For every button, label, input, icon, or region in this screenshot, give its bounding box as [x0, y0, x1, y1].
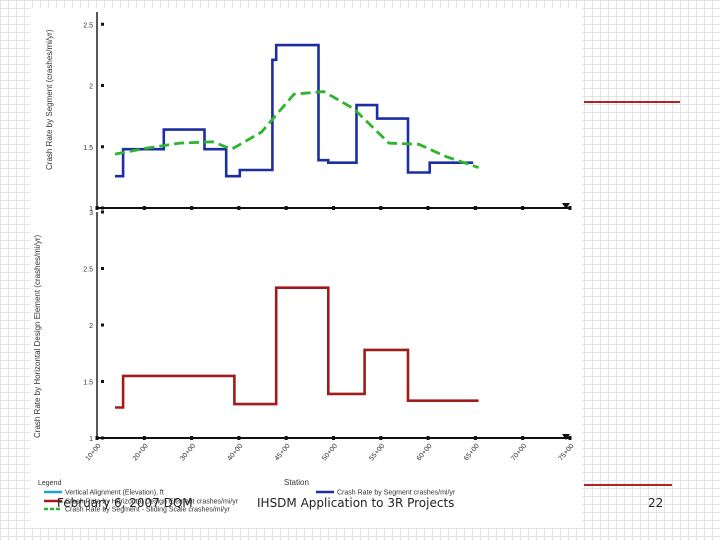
bottom-y-tick [101, 380, 104, 383]
bottom-y-tick-label: 3 [89, 210, 93, 217]
x-tick-label: 70+00 [510, 443, 528, 463]
bottom-x-tick [95, 436, 99, 440]
bottom-x-tick [142, 436, 146, 440]
top-y-axis-title: Crash Rate by Segment (crashes/mi/yr) [45, 29, 54, 170]
legend-label: Crash Rate by Segment - Sliding Scale cr… [65, 507, 231, 514]
top-series-crash-rate-by-segment-sliding-scale [114, 90, 480, 169]
top-x-tick [426, 206, 430, 210]
top-y-tick-label: 1.5 [83, 145, 93, 152]
accent-line-bottom [584, 484, 672, 486]
top-x-tick [521, 206, 525, 210]
horizontal-element-crash-rate-chart: 1 1.5 2 2.5 3 10+00 20+00 30+00 40+00 45+00 50+00 5… [33, 210, 576, 487]
top-x-tick [142, 206, 146, 210]
bottom-x-tick [473, 436, 477, 440]
top-y-tick-label: 2 [89, 84, 93, 91]
bottom-x-tick [190, 436, 194, 440]
bottom-y-tick-label: 1 [89, 436, 93, 443]
top-y-tick-label: 1 [89, 206, 93, 213]
top-x-tick [379, 206, 383, 210]
page-number: 22 [648, 496, 664, 510]
bottom-y-tick [101, 323, 104, 327]
top-x-tick [332, 206, 335, 210]
bottom-y-tick [101, 436, 104, 440]
top-y-tick-label: 2.5 [83, 22, 93, 29]
x-tick-label: 50+00 [321, 443, 339, 463]
top-x-tick [190, 206, 194, 210]
x-tick-label: 10+00 [85, 443, 103, 463]
bottom-x-tick [426, 436, 430, 440]
x-tick-label: 60+00 [416, 443, 434, 463]
x-axis-title: Station [284, 478, 309, 487]
bottom-y-tick [101, 267, 104, 270]
bottom-x-tick [521, 436, 525, 440]
top-y-tick [101, 145, 104, 149]
bottom-y-tick-label: 1.5 [83, 380, 93, 387]
footer-title: IHSDM Application to 3R Projects [257, 496, 455, 510]
bottom-series-crash-rate-by-horizontal-design-element [115, 286, 479, 409]
legend-label: Vertical Alignment (Elevation), ft [65, 490, 164, 497]
top-axis-marker [562, 203, 570, 209]
bottom-x-tick [237, 436, 241, 440]
top-series-crash-rate-by-segment [115, 43, 474, 178]
x-tick-label: 55+00 [368, 443, 386, 463]
bottom-axis-marker [562, 434, 570, 440]
bottom-y-tick-label: 2.5 [83, 267, 93, 274]
legend-label: Crash Rate by Horizontal Design Element … [65, 499, 239, 506]
x-tick-label: 65+00 [463, 443, 481, 463]
bottom-x-tick [568, 436, 572, 440]
top-x-tick [473, 206, 477, 210]
accent-line-top [584, 101, 680, 103]
legend-label: Crash Rate by Segment crashes/mi/yr [337, 490, 456, 497]
bottom-x-tick [379, 436, 383, 440]
x-tick-label: 75+00 [558, 443, 576, 463]
segment-crash-rate-chart: 1 1.5 2 2.5 Crash Rate by Segment (crashes/… [45, 12, 572, 213]
top-x-tick [237, 206, 241, 210]
legend-title: Legend [38, 480, 61, 487]
top-y-tick [101, 22, 104, 26]
footer-date: February 6, 2007 DQM [57, 496, 193, 510]
top-y-tick [101, 206, 104, 210]
x-tick-label: 45+00 [274, 443, 292, 463]
chart-legend: Legend Vertical Alignment (Elevation), f… [38, 480, 456, 514]
top-x-tick [95, 206, 99, 210]
top-y-tick [101, 84, 104, 87]
bottom-x-tick [284, 436, 288, 440]
top-x-tick [568, 206, 572, 210]
x-tick-label: 20+00 [132, 443, 150, 463]
slide-panel [30, 8, 582, 528]
x-tick-label: 30+00 [179, 443, 197, 463]
bottom-x-tick [332, 436, 335, 440]
bottom-y-tick-label: 2 [89, 323, 93, 330]
bottom-y-tick [101, 210, 104, 214]
x-tick-label: 40+00 [226, 443, 244, 463]
top-x-tick [284, 206, 288, 210]
bottom-y-axis-title: Crash Rate by Horizontal Design Element … [33, 234, 42, 438]
